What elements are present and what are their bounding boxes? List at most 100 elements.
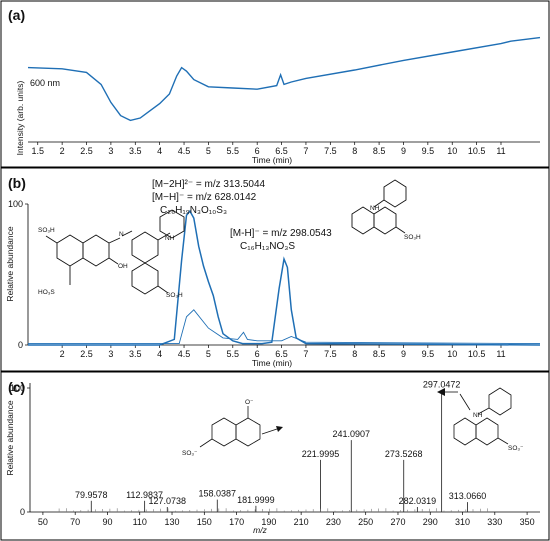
panel-c-xtick-label: 70 (70, 517, 80, 527)
panel-b-xtick-label: 8 (352, 349, 357, 359)
peak-label: 282.0319 (399, 496, 437, 506)
panel-b-xtick-label: 2.5 (80, 349, 93, 359)
panel-a-label: (a) (8, 7, 25, 23)
panel-a-ticks: 1.5 2 2.5 3 3.5 4 4.5 5 5.5 6 6.5 7 7.5 8 8.5 9 9.5 10 10.… (31, 142, 506, 156)
peak-label: 181.9999 (237, 495, 275, 505)
panel-a-xtick-label: 5 (206, 146, 211, 156)
ion-annotation-2: [M−H]⁻ = m/z 628.0142 (152, 192, 257, 203)
panel-c-xtick-label: 330 (487, 517, 502, 527)
panel-c-xtick-label: 110 (133, 517, 147, 527)
label-nh-dye: NH (165, 235, 175, 242)
peak-label: 127.0738 (149, 496, 187, 506)
label-o-minus: O⁻ (245, 399, 254, 406)
panel-b-xtick-label: 6.5 (275, 349, 288, 359)
panel-a-trace (27, 36, 541, 122)
panel-b-trace-main (28, 209, 541, 346)
panel-a-xtick-label: 1.5 (31, 146, 44, 156)
panel-a-frame (0, 0, 550, 168)
label-so3h-right: SO₃H (166, 292, 183, 299)
panel-b-xtick-label: 9.5 (422, 349, 435, 359)
panel-c-xtick-label: 170 (229, 517, 244, 527)
panel-b-xtick-label: 5 (206, 349, 211, 359)
panel-a-xtick-label: 7 (303, 146, 308, 156)
panel-b-ticks: 2 2.5 3 3.5 4 4.5 5 5.5 6 6.5 7 7.5 8 8.5 9 9.5 10 10.5 11… (8, 199, 506, 359)
panel-b-ytick-label: 100 (8, 199, 23, 209)
label-nh-ans-c: NH (473, 412, 483, 419)
panel-c-xtick-label: 50 (38, 517, 48, 527)
panel-a-xtick-label: 8.5 (373, 146, 386, 156)
formula-annotation-1: C₂₆H₁₉N₃O₁₀S₃ (160, 205, 227, 216)
panel-b-xtick-label: 3 (108, 349, 113, 359)
panel-a-xtick-label: 11 (496, 146, 505, 156)
panel-b-xtick-label: 10 (447, 349, 457, 359)
panel-a-ylabel: Intensity (arb. units) (15, 81, 25, 156)
panel-a-xtick-label: 3 (108, 146, 113, 156)
panel-c-xtick-label: 230 (326, 517, 341, 527)
panel-b-xtick-label: 7 (303, 349, 308, 359)
label-so3h-top: SO₃H (38, 227, 55, 234)
peak-label: 273.5268 (385, 449, 423, 459)
panel-a-xtick-label: 8 (352, 146, 357, 156)
panel-a-trace-label: 600 nm (30, 78, 60, 88)
panel-b-xtick-label: 4 (157, 349, 162, 359)
label-so3-ans-c: SO₃⁻ (508, 445, 524, 452)
panel-b-xlabel: Time (min) (252, 358, 292, 368)
panel-b-xtick-label: 11 (496, 349, 505, 359)
panel-c-label: (c) (8, 379, 25, 395)
ans-structure-b: NH SO₃H (351, 179, 421, 241)
panel-b-xtick-label: 4.5 (178, 349, 191, 359)
panel-a-xtick-label: 9 (401, 146, 406, 156)
panel-a-xtick-label: 10 (447, 146, 457, 156)
label-ho3s-bottom: HO₃S (38, 289, 55, 296)
panel-c-xtick-label: 210 (294, 517, 309, 527)
peak-label: 313.0660 (449, 491, 487, 501)
panel-b-xtick-label: 2 (60, 349, 65, 359)
panel-b-xtick-label: 3.5 (129, 349, 142, 359)
label-nh-ans-b: NH (370, 205, 380, 212)
panel-b-label: (b) (8, 175, 26, 191)
panel-a-xtick-label: 4.5 (178, 146, 191, 156)
panel-c-xtick-label: 290 (423, 517, 438, 527)
panel-c-xtick-label: 130 (165, 517, 180, 527)
panel-c-ytick-label: 0 (20, 507, 25, 517)
panel-b-xtick-label: 5.5 (227, 349, 240, 359)
panel-a-xtick-label: 4 (157, 146, 162, 156)
panel-b-ylabel: Relative abundance (5, 226, 15, 301)
label-so3-naphthol: SO₃⁻ (182, 450, 198, 457)
panel-b-xtick-label: 8.5 (373, 349, 386, 359)
panel-c-xtick-label: 350 (520, 517, 535, 527)
panel-c-xtick-label: 250 (358, 517, 373, 527)
panel-c-xtick-label: 150 (197, 517, 212, 527)
panel-c-xtick-label: 270 (390, 517, 405, 527)
panel-a-xlabel: Time (min) (252, 155, 292, 165)
formula-annotation-2: C₁₆H₁₃NO₃S (240, 241, 295, 252)
ans-structure-c: NH SO₃⁻ (437, 387, 524, 452)
panel-b-trace-secondary (28, 309, 541, 345)
panel-c-xtick-label: 310 (455, 517, 470, 527)
panel-b-ytick-label: 0 (18, 340, 23, 350)
panel-a-xtick-label: 2.5 (80, 146, 93, 156)
panel-c-xtick-label: 90 (102, 517, 112, 527)
panel-a-xtick-label: 5.5 (227, 146, 240, 156)
panel-c-ticks: 50 70 90 110 130 150 170 190 210 230 250 270 290 310 3… (10, 383, 535, 527)
panel-a-xtick-label: 7.5 (324, 146, 337, 156)
panel-b-frame (0, 167, 550, 372)
panel-a-xtick-label: 3.5 (129, 146, 142, 156)
peak-label: 79.9578 (75, 490, 108, 500)
peak-label: 297.0472 (423, 380, 461, 390)
azo-dye-structure: SO₃H HO₃S OH N NH SO₃H (38, 209, 185, 299)
panel-b-xtick-label: 10.5 (468, 349, 486, 359)
panel-a-xtick-label: 6 (255, 146, 260, 156)
panel-c-ylabel: Relative abundance (5, 400, 15, 475)
label-so3h-ans-b: SO₃H (404, 234, 421, 241)
peak-label: 158.0387 (199, 489, 237, 499)
panel-c-frame (0, 371, 550, 541)
panel-c-xtick-label: 190 (261, 517, 276, 527)
panel-a-xtick-label: 9.5 (422, 146, 435, 156)
panel-a-xtick-label: 10.5 (468, 146, 486, 156)
panel-b-xtick-label: 7.5 (324, 349, 337, 359)
panel-c-ytick-label: 100 (10, 383, 25, 393)
panel-a-xtick-label: 6.5 (275, 146, 288, 156)
peak-label: 221.9995 (302, 449, 340, 459)
panel-b-xtick-label: 6 (255, 349, 260, 359)
